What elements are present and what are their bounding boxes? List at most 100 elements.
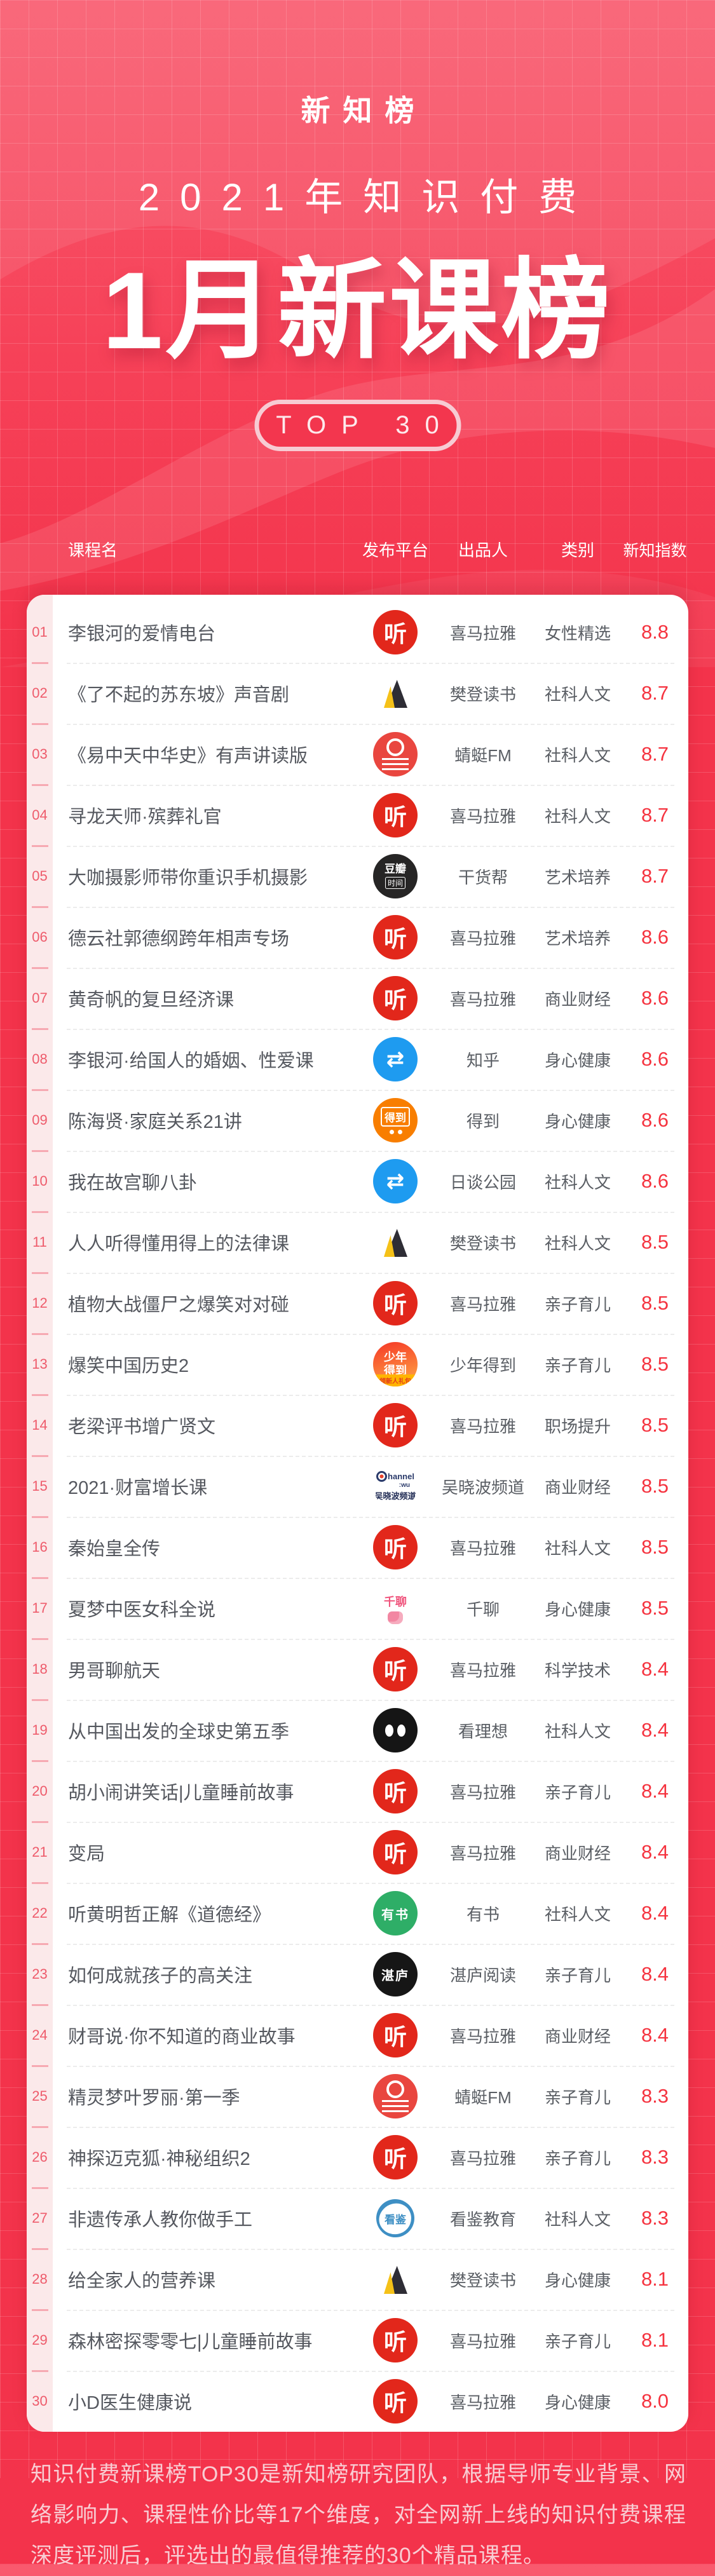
platform-icon-cell: 千聊 — [358, 1586, 432, 1630]
platform-icon-text: 湛庐 — [381, 1969, 409, 1983]
course-title: 《易中天中华史》有声讲读版 — [68, 746, 308, 766]
platform-icon-cell: 听 — [358, 793, 432, 837]
score-value: 8.4 — [641, 1841, 669, 1863]
platform-icon-ximalaya: 听 — [373, 610, 418, 654]
platform-icon-text: 听 — [383, 1658, 407, 1684]
rank-number: 12 — [32, 1295, 48, 1311]
table-row: 04 寻龙天师·殡葬礼官 听 喜马拉雅 社科人文 8.7 — [27, 784, 688, 846]
platform-icon-cell: 听 — [358, 976, 432, 1020]
platform-icon-zhihu: ⇄ — [373, 1159, 418, 1203]
table-row: 03 《易中天中华史》有声讲读版 蜻蜓FM 社科人文 8.7 — [27, 723, 688, 785]
platform-icon-cell: hannel:wu 吴晓波频道 — [358, 1464, 432, 1508]
score-value: 8.5 — [641, 1414, 669, 1436]
score-value: 8.8 — [641, 621, 669, 643]
platform-icon-cell — [358, 671, 432, 715]
platform-icon-douban: 豆瓣 时间 — [373, 854, 418, 898]
category-label: 职场提升 — [544, 1416, 611, 1436]
category-label: 社科人文 — [544, 1721, 611, 1741]
producer-name: 喜马拉雅 — [449, 1843, 516, 1863]
table-row: 28 给全家人的营养课 樊登读书 身心健康 8.1 — [27, 2248, 688, 2310]
platform-icon-text: 看鉴 — [385, 2213, 406, 2226]
score-value: 8.5 — [641, 1475, 669, 1497]
category-label: 身心健康 — [544, 1599, 611, 1619]
category-label: 社科人文 — [544, 1233, 611, 1253]
producer-name: 樊登读书 — [449, 1233, 516, 1253]
rank-number: 23 — [32, 1966, 48, 1982]
producer-name: 喜马拉雅 — [449, 989, 516, 1009]
category-label: 身心健康 — [544, 1050, 611, 1070]
table-row: 13 爆笑中国历史2 少年 得到 领新人礼包 少年得到 亲子育儿 8.5 — [27, 1333, 688, 1395]
course-title: 植物大战僵尸之爆笑对对碰 — [68, 1295, 290, 1315]
category-label: 亲子育儿 — [544, 1965, 611, 1985]
platform-icon-cell: 听 — [358, 2379, 432, 2423]
category-label: 亲子育儿 — [544, 2331, 611, 2351]
category-label: 亲子育儿 — [544, 1782, 611, 1802]
rank-number: 24 — [32, 2027, 48, 2043]
score-value: 8.0 — [641, 2390, 669, 2412]
platform-icon-text: 听 — [383, 1414, 407, 1440]
platform-icon-ximalaya: 听 — [373, 915, 418, 959]
platform-icon-text: 时间 — [385, 877, 405, 890]
producer-name: 蜻蜓FM — [454, 745, 512, 765]
platform-icon-text: 听 — [383, 1292, 407, 1318]
platform-icon-text: 听 — [383, 2146, 407, 2172]
ranking-rows: 01 李银河的爱情电台 听 喜马拉雅 女性精选 8.8 02 《了不起的苏东坡》… — [27, 602, 688, 2432]
rank-number: 16 — [32, 1539, 48, 1555]
score-value: 8.6 — [641, 1170, 669, 1192]
table-row: 02 《了不起的苏东坡》声音剧 樊登读书 社科人文 8.7 — [27, 662, 688, 724]
producer-name: 喜马拉雅 — [449, 806, 516, 826]
category-label: 商业财经 — [544, 2026, 611, 2046]
platform-icon-ximalaya: 听 — [373, 1403, 418, 1447]
platform-icon-text: 豆瓣 — [385, 862, 406, 875]
score-value: 8.6 — [641, 1109, 669, 1131]
course-title: 老梁评书增广贤文 — [68, 1417, 216, 1437]
column-label-platform: 发布平台 — [362, 541, 428, 560]
platform-icon-fandeng — [373, 671, 418, 715]
rank-number: 03 — [32, 746, 48, 762]
rank-number: 21 — [32, 1844, 48, 1860]
score-value: 8.5 — [641, 1292, 669, 1314]
rank-number: 01 — [32, 624, 48, 640]
table-row: 17 夏梦中医女科全说 千聊 千聊 身心健康 8.5 — [27, 1577, 688, 1639]
platform-icon-kanlixiang — [373, 1708, 418, 1752]
top30-badge-label: TOP 30 — [276, 411, 454, 439]
category-label: 亲子育儿 — [544, 2087, 611, 2107]
score-value: 8.4 — [641, 1719, 669, 1741]
platform-icon-cell: 听 — [358, 1525, 432, 1569]
platform-icon-fandeng — [373, 1220, 418, 1264]
table-row: 24 财哥说·你不知道的商业故事 听 喜马拉雅 商业财经 8.4 — [27, 2004, 688, 2066]
producer-name: 看理想 — [458, 1721, 508, 1741]
table-row: 16 秦始皇全传 听 喜马拉雅 社科人文 8.5 — [27, 1516, 688, 1578]
table-row: 25 精灵梦叶罗丽·第一季 蜻蜓FM 亲子育儿 8.3 — [27, 2065, 688, 2127]
producer-name: 喜马拉雅 — [449, 1660, 516, 1680]
platform-icon-text: 听 — [383, 2024, 407, 2050]
platform-icon-wuxiaobo: hannel:wu 吴晓波频道 — [373, 1464, 418, 1508]
column-label-producer: 出品人 — [458, 541, 508, 560]
platform-icon-cell — [358, 732, 432, 776]
platform-icon-text: 听 — [383, 1536, 407, 1562]
table-row: 01 李银河的爱情电台 听 喜马拉雅 女性精选 8.8 — [27, 602, 688, 663]
platform-icon-text: 听 — [383, 2390, 407, 2416]
platform-icon-zhanlu: 湛庐 — [373, 1952, 418, 1996]
platform-icon-text: 听 — [383, 987, 407, 1013]
platform-icon-cell: 听 — [358, 1281, 432, 1325]
rank-number: 06 — [32, 929, 48, 945]
table-row: 10 我在故宫聊八卦 ⇄ 日谈公园 社科人文 8.6 — [27, 1150, 688, 1212]
platform-icon-text: 听 — [383, 2329, 407, 2355]
producer-name: 看鉴教育 — [449, 2209, 516, 2229]
score-value: 8.5 — [641, 1231, 669, 1253]
rank-number: 20 — [32, 1783, 48, 1799]
producer-name: 喜马拉雅 — [449, 1782, 516, 1802]
platform-icon-ximalaya: 听 — [373, 1647, 418, 1691]
rank-number: 02 — [32, 685, 48, 701]
platform-icon-ximalaya: 听 — [373, 793, 418, 837]
column-label-score: 新知指数 — [623, 541, 687, 560]
platform-icon-text: 听 — [383, 1780, 407, 1806]
platform-icon-cell: 得到 — [358, 1098, 432, 1142]
platform-icon-fandeng — [373, 2257, 418, 2301]
platform-icon-cell: 听 — [358, 2135, 432, 2179]
rank-number: 27 — [32, 2210, 48, 2226]
producer-name: 千聊 — [466, 1599, 500, 1619]
platform-icon-cell — [358, 1708, 432, 1752]
